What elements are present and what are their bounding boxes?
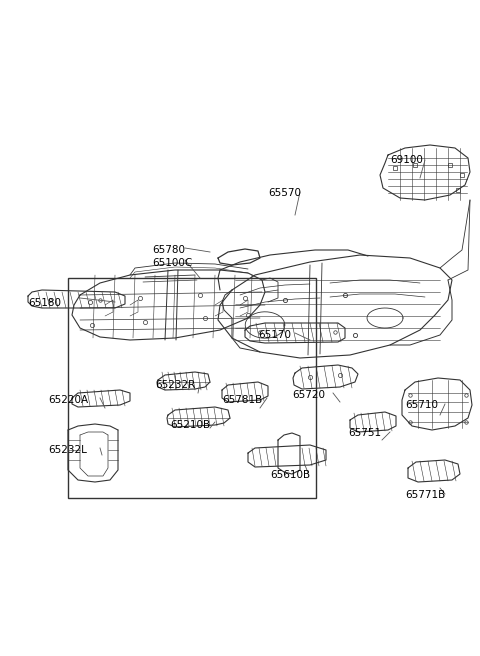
Text: 65232L: 65232L bbox=[48, 445, 87, 455]
Text: 69100: 69100 bbox=[390, 155, 423, 165]
Text: 65170: 65170 bbox=[258, 330, 291, 340]
Text: 65570: 65570 bbox=[268, 188, 301, 198]
Text: 65780: 65780 bbox=[152, 245, 185, 255]
Text: 65210B: 65210B bbox=[170, 420, 210, 430]
Text: 65220A: 65220A bbox=[48, 395, 88, 405]
Text: 65771B: 65771B bbox=[405, 490, 445, 500]
Text: 65781B: 65781B bbox=[222, 395, 262, 405]
Text: 65100C: 65100C bbox=[152, 258, 192, 268]
Text: 65751: 65751 bbox=[348, 428, 381, 438]
Text: 65610B: 65610B bbox=[270, 470, 310, 480]
Text: 65710: 65710 bbox=[405, 400, 438, 410]
Text: 65720: 65720 bbox=[292, 390, 325, 400]
Text: 65180: 65180 bbox=[28, 298, 61, 308]
Text: 65232R: 65232R bbox=[155, 380, 195, 390]
Bar bbox=[68, 278, 316, 498]
